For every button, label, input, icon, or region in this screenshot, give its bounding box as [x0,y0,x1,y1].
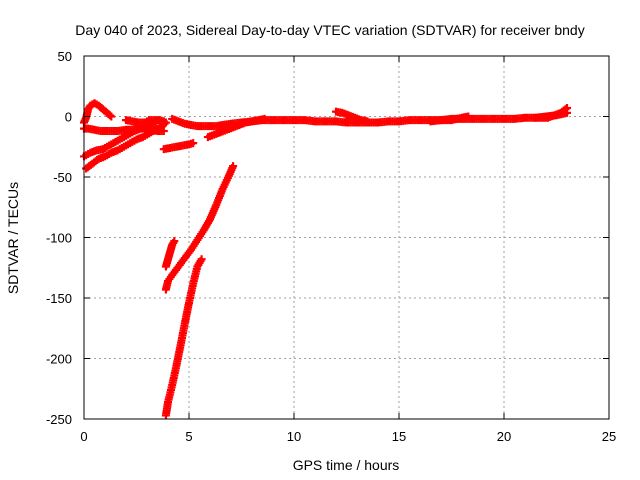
x-tick-label: 20 [497,429,511,444]
series-track [80,99,116,127]
data-point [363,117,372,126]
series-track [80,118,160,161]
data-point [464,112,473,121]
series-track [159,139,198,154]
axis-ticks: 0 5 10 15 20 25 50 0 -50 -100 -150 -200 -250 [46,49,616,444]
x-tick-label: 10 [287,429,301,444]
x-tick-label: 5 [185,429,192,444]
data-point [563,104,571,113]
x-tick-label: 0 [80,429,87,444]
grid-lines [84,56,609,419]
y-axis-label: SDTVAR / TECUs [5,182,21,294]
data-point [170,237,179,246]
chart-title: Day 040 of 2023, Sidereal Day-to-day VTE… [75,22,584,38]
data-points [80,99,571,420]
x-axis-label: GPS time / hours [293,457,400,473]
x-tick-label: 25 [602,429,616,444]
series-track [426,112,473,126]
y-tick-label: -200 [46,352,72,367]
y-tick-label: -150 [46,291,72,306]
data-point [105,111,114,120]
data-point [229,162,238,171]
y-tick-label: -100 [46,231,72,246]
data-point [197,255,206,264]
series-track [161,162,238,294]
x-tick-label: 15 [392,429,406,444]
data-point [189,139,198,148]
series-track [531,104,571,122]
y-tick-label: 50 [58,49,72,64]
series-track [332,107,372,126]
y-tick-label: 0 [65,110,72,125]
data-point [260,114,269,123]
data-point [107,112,116,121]
series-track [161,255,206,420]
series-track [82,118,170,173]
y-tick-label: -250 [46,412,72,427]
series-track [122,116,168,127]
series-track [203,114,269,142]
series-track [161,237,179,271]
data-point [159,117,168,126]
y-tick-label: -50 [53,170,72,185]
